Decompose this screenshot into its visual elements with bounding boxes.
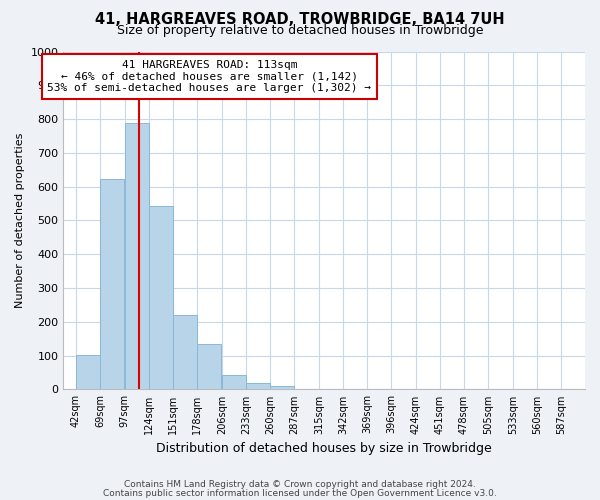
Bar <box>197 344 221 390</box>
Bar <box>149 206 173 390</box>
Bar <box>246 384 270 390</box>
Text: Contains public sector information licensed under the Open Government Licence v3: Contains public sector information licen… <box>103 488 497 498</box>
Bar <box>125 123 149 390</box>
Text: 41, HARGREAVES ROAD, TROWBRIDGE, BA14 7UH: 41, HARGREAVES ROAD, TROWBRIDGE, BA14 7U… <box>95 12 505 28</box>
Text: Contains HM Land Registry data © Crown copyright and database right 2024.: Contains HM Land Registry data © Crown c… <box>124 480 476 489</box>
Text: Size of property relative to detached houses in Trowbridge: Size of property relative to detached ho… <box>117 24 483 37</box>
Bar <box>270 386 294 390</box>
Text: 41 HARGREAVES ROAD: 113sqm
← 46% of detached houses are smaller (1,142)
53% of s: 41 HARGREAVES ROAD: 113sqm ← 46% of deta… <box>47 60 371 93</box>
Bar <box>76 354 100 390</box>
X-axis label: Distribution of detached houses by size in Trowbridge: Distribution of detached houses by size … <box>157 442 492 455</box>
Bar <box>100 179 124 390</box>
Bar <box>173 315 197 390</box>
Y-axis label: Number of detached properties: Number of detached properties <box>15 133 25 308</box>
Bar <box>222 375 246 390</box>
